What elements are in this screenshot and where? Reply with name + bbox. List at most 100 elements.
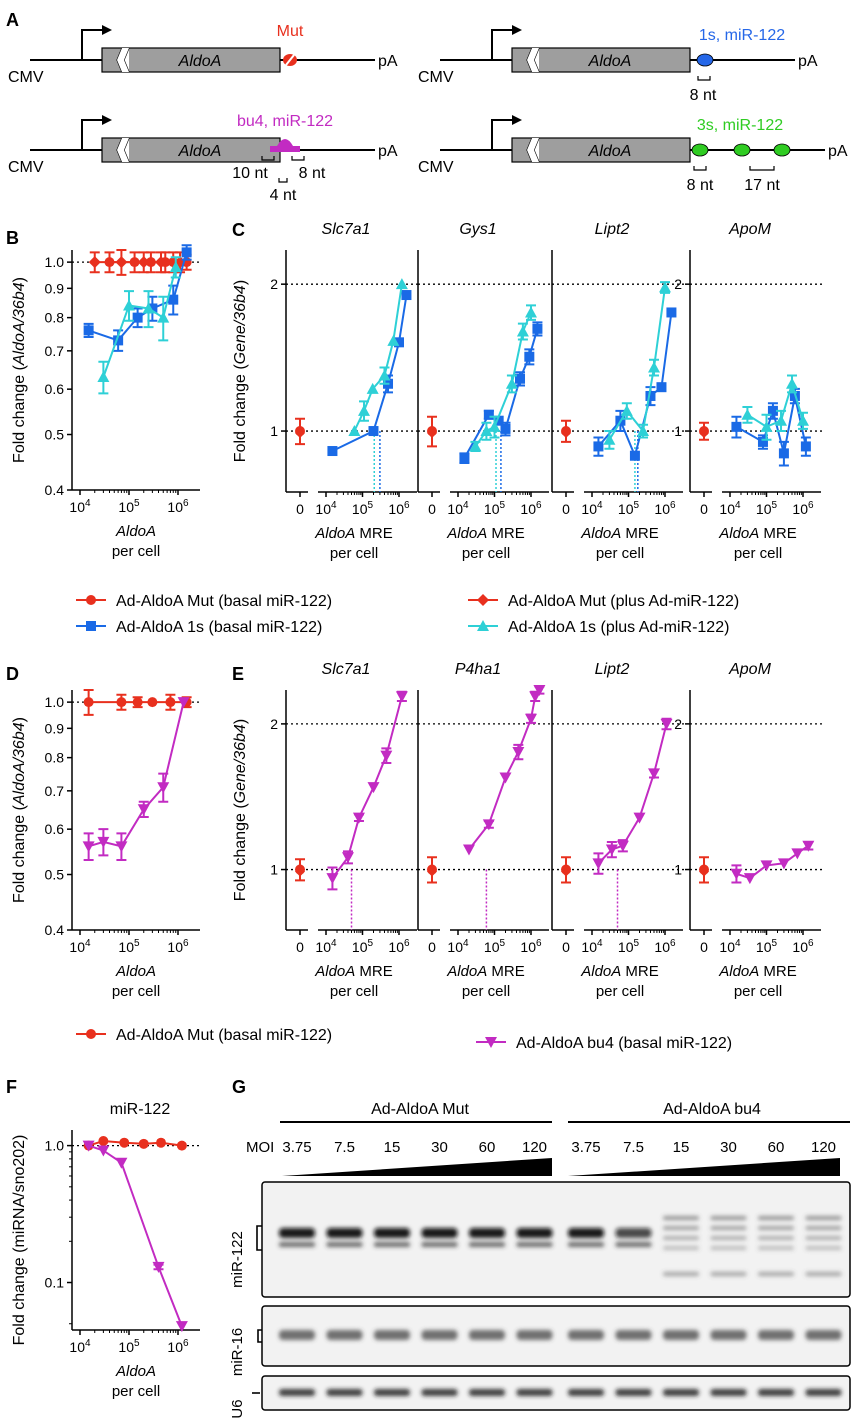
series-cyan-point	[797, 414, 809, 426]
band-mir16	[568, 1330, 604, 1340]
series-bu4-point	[97, 1145, 110, 1157]
y-tick-label: 0.9	[45, 720, 65, 736]
series-blue-point	[524, 351, 535, 362]
promoter-label: CMV	[418, 159, 454, 176]
series-bu4-line	[331, 696, 403, 879]
construct-label-bu4: bu4, miR-122	[237, 113, 333, 130]
x-axis-title: AldoA MRE	[446, 525, 525, 542]
moi-value: 60	[768, 1139, 785, 1156]
series-blue-point	[656, 382, 667, 393]
series-mut-point	[156, 1137, 167, 1148]
zero-point-mut-plus	[561, 428, 571, 439]
gene-title-Slc7a1: Slc7a1	[322, 661, 371, 678]
group-label-bu4: Ad-AldoA bu4	[663, 1101, 761, 1118]
gene-label: AldoA	[588, 143, 632, 160]
gene-title-ApoM: ApoM	[728, 221, 771, 238]
series-blue-point	[532, 323, 543, 334]
series-cyan-point	[525, 306, 537, 318]
promoter-arrow	[81, 119, 102, 150]
series-mut-point	[119, 1137, 130, 1148]
band-mir16	[710, 1330, 747, 1340]
legend-marker	[86, 595, 96, 605]
panel-letter-c: C	[232, 220, 245, 240]
construct-label-1s: 1s, miR-122	[699, 27, 785, 44]
band-mir16	[374, 1330, 410, 1340]
x-axis-title: AldoA MRE	[718, 963, 797, 980]
zero-point-mut-plus	[427, 428, 437, 439]
band-mir122-ladder	[758, 1216, 794, 1220]
series-bu4-point	[115, 1157, 128, 1169]
blot-label: miR-122	[229, 1231, 246, 1288]
series-red-point	[137, 256, 150, 269]
y-tick-label: 2	[270, 716, 278, 732]
mre-site	[691, 143, 709, 157]
y-tick-label: 1.0	[45, 1138, 65, 1154]
band-mir122-ladder	[710, 1246, 747, 1250]
x-tick-label: 106	[167, 498, 189, 515]
gene-label: AldoA	[588, 53, 632, 70]
series-red-point	[147, 697, 158, 708]
moi-value: 7.5	[623, 1139, 644, 1156]
band-u6	[805, 1389, 842, 1396]
x-tick-label: 104	[69, 498, 91, 515]
promoter-arrow	[81, 29, 102, 60]
series-bu4-point	[462, 844, 475, 856]
legend-marker	[86, 621, 96, 631]
band-mir122	[374, 1228, 410, 1238]
x-tick-label: 0	[700, 501, 708, 517]
band-mir16	[615, 1330, 652, 1340]
series-blue-point	[181, 247, 192, 258]
x-tick-label: 106	[167, 1338, 189, 1355]
series-magenta-line	[88, 701, 185, 848]
x-tick-label: 105	[118, 1338, 140, 1355]
series-magenta-point	[115, 841, 128, 853]
band-u6	[516, 1389, 553, 1396]
gene-break-fill	[117, 138, 129, 162]
series-cyan-point	[348, 425, 361, 437]
series-blue-point	[327, 446, 338, 457]
blot-frame	[261, 1181, 851, 1298]
x-tick-label: 106	[388, 938, 410, 955]
blot-frame	[261, 1305, 851, 1367]
band-u6	[568, 1389, 604, 1396]
x-axis-title-line2: per cell	[462, 545, 510, 562]
series-bu4-point	[743, 873, 756, 885]
series-cyan-point	[648, 361, 661, 373]
series-bu4-point	[152, 1261, 165, 1273]
band-mir122-ladder	[710, 1216, 747, 1220]
series-blue-point	[515, 373, 526, 384]
band-u6	[615, 1389, 652, 1396]
y-tick-label: 2	[674, 716, 682, 732]
y-tick-label: 1	[270, 862, 278, 878]
x-axis-title: AldoA	[115, 963, 156, 980]
series-red-point	[83, 697, 94, 708]
zero-point-mut-plus	[699, 428, 709, 439]
promoter-arrowhead	[102, 25, 112, 35]
panel-a-constructs: CMV AldoA pA CMV AldoA pA CMV AldoA pA CMV AldoA pA…	[8, 23, 848, 204]
gene-box	[511, 47, 691, 73]
band-u6	[279, 1389, 315, 1396]
legend-label: Ad-AldoA Mut (plus Ad-miR-122)	[508, 593, 739, 610]
moi-value: 15	[384, 1139, 401, 1156]
y-tick-label: 1.0	[45, 254, 65, 270]
band-mir122-ladder	[663, 1216, 699, 1220]
series-bu4-point	[175, 1321, 188, 1333]
gene-break-fill	[527, 138, 539, 162]
band-mir122-ladder	[710, 1226, 747, 1230]
band-mir122-faint	[663, 1272, 699, 1276]
x-axis-title-line2: per cell	[734, 545, 782, 562]
y-axis-title: Fold change (miRNA/sno202)	[11, 1135, 28, 1346]
series-magenta-point	[157, 782, 170, 794]
series-bu4-line	[597, 723, 668, 864]
x-axis-title: AldoA MRE	[314, 963, 393, 980]
x-tick-label: 105	[352, 500, 374, 517]
legend-bc: Ad-AldoA Mut (basal miR-122) Ad-AldoA 1s …	[76, 593, 739, 636]
moi-value: 120	[811, 1139, 836, 1156]
spacing-bracket	[291, 156, 305, 161]
panel-letter-g: G	[232, 1077, 246, 1097]
series-bu4-point	[512, 746, 525, 758]
band-mir122	[568, 1228, 604, 1238]
moi-value: 3.75	[571, 1139, 600, 1156]
x-tick-label: 106	[654, 500, 676, 517]
